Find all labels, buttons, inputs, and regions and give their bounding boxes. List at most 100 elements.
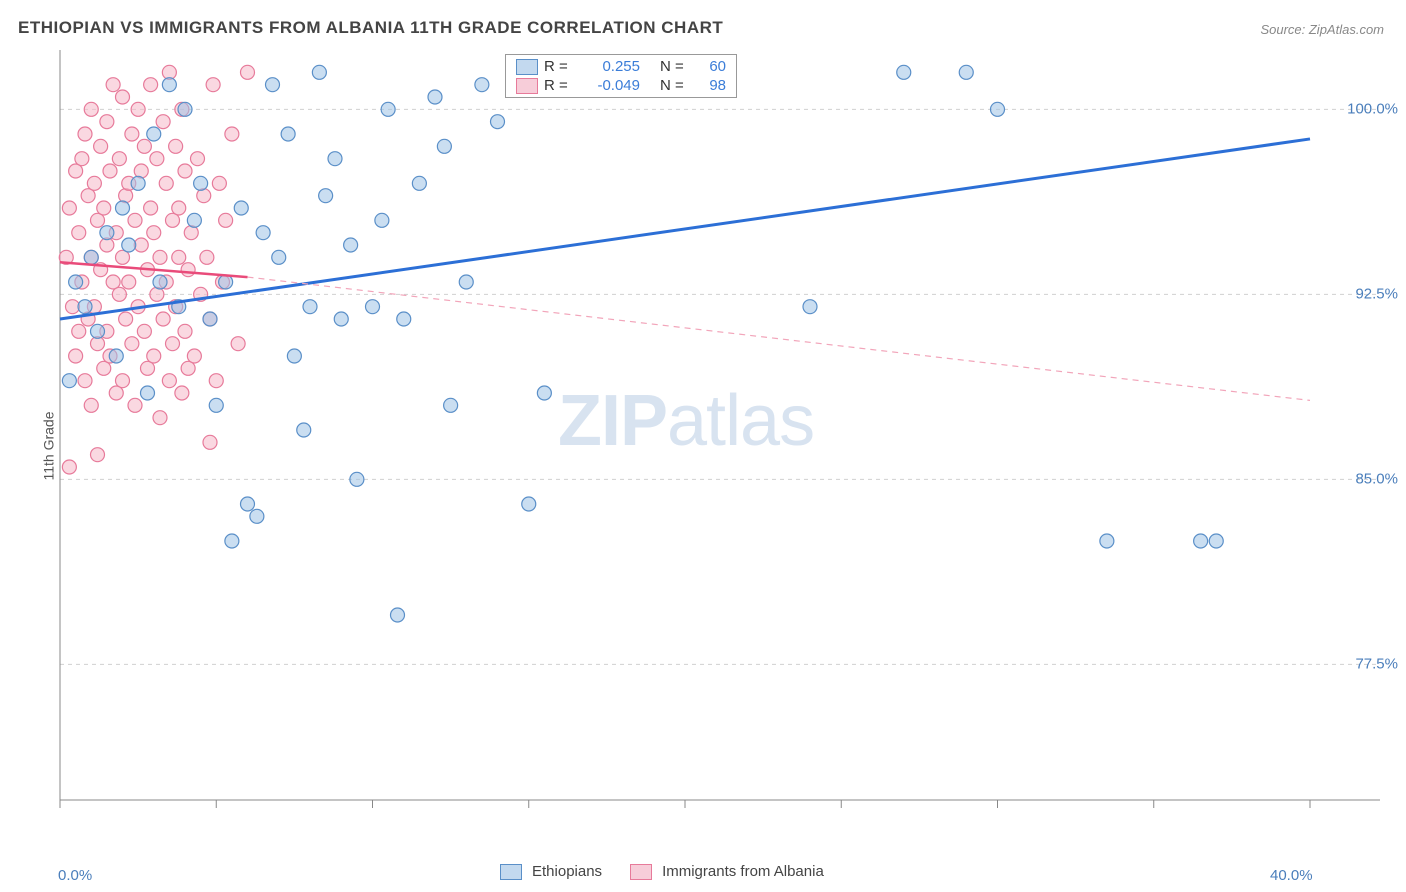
trend-line-blue — [60, 139, 1310, 319]
data-point — [131, 102, 145, 116]
correlation-legend: R =0.255N =60R =-0.049N =98 — [505, 54, 737, 98]
source-label: Source: ZipAtlas.com — [1260, 22, 1384, 37]
data-point — [153, 275, 167, 289]
data-point — [175, 386, 189, 400]
data-point — [281, 127, 295, 141]
data-point — [219, 213, 233, 227]
legend-swatch — [500, 864, 522, 880]
legend-series-label: Ethiopians — [532, 863, 602, 880]
legend-n-value: 98 — [696, 77, 726, 94]
data-point — [153, 411, 167, 425]
data-point — [119, 189, 133, 203]
data-point — [203, 435, 217, 449]
data-point — [366, 300, 380, 314]
data-point — [84, 102, 98, 116]
data-point — [187, 213, 201, 227]
data-point — [78, 300, 92, 314]
data-point — [62, 460, 76, 474]
legend-swatch — [516, 78, 538, 94]
data-point — [147, 226, 161, 240]
data-point — [162, 374, 176, 388]
legend-r-label: R = — [544, 58, 574, 75]
data-point — [991, 102, 1005, 116]
scatter-plot — [50, 50, 1380, 830]
data-point — [272, 250, 286, 264]
data-point — [1209, 534, 1223, 548]
data-point — [103, 164, 117, 178]
data-point — [87, 176, 101, 190]
data-point — [112, 152, 126, 166]
data-point — [78, 374, 92, 388]
legend-r-label: R = — [544, 77, 574, 94]
data-point — [147, 349, 161, 363]
data-point — [194, 176, 208, 190]
data-point — [803, 300, 817, 314]
data-point — [153, 250, 167, 264]
data-point — [178, 324, 192, 338]
data-point — [116, 90, 130, 104]
data-point — [69, 349, 83, 363]
data-point — [319, 189, 333, 203]
data-point — [172, 250, 186, 264]
data-point — [212, 176, 226, 190]
data-point — [475, 78, 489, 92]
data-point — [125, 337, 139, 351]
data-point — [350, 472, 364, 486]
data-point — [459, 275, 473, 289]
data-point — [334, 312, 348, 326]
data-point — [162, 78, 176, 92]
data-point — [187, 349, 201, 363]
data-point — [959, 65, 973, 79]
data-point — [150, 287, 164, 301]
data-point — [150, 152, 164, 166]
data-point — [128, 213, 142, 227]
data-point — [178, 164, 192, 178]
data-point — [84, 398, 98, 412]
data-point — [125, 127, 139, 141]
data-point — [197, 189, 211, 203]
data-point — [444, 398, 458, 412]
y-tick-label: 100.0% — [1347, 101, 1398, 118]
data-point — [1100, 534, 1114, 548]
data-point — [128, 398, 142, 412]
legend-r-value: 0.255 — [580, 58, 640, 75]
y-tick-label: 92.5% — [1355, 286, 1398, 303]
data-point — [297, 423, 311, 437]
data-point — [1194, 534, 1208, 548]
data-point — [91, 448, 105, 462]
data-point — [412, 176, 426, 190]
legend-row: R =-0.049N =98 — [506, 76, 736, 95]
data-point — [84, 250, 98, 264]
legend-series-label: Immigrants from Albania — [662, 863, 824, 880]
data-point — [122, 238, 136, 252]
data-point — [97, 201, 111, 215]
data-point — [100, 226, 114, 240]
y-tick-label: 85.0% — [1355, 471, 1398, 488]
y-tick-label: 77.5% — [1355, 656, 1398, 673]
data-point — [62, 374, 76, 388]
legend-n-label: N = — [660, 58, 690, 75]
data-point — [381, 102, 395, 116]
data-point — [203, 312, 217, 326]
trend-line-pink-extrapolated — [248, 277, 1311, 400]
data-point — [256, 226, 270, 240]
x-tick-label: 0.0% — [58, 867, 92, 884]
data-point — [137, 324, 151, 338]
data-point — [100, 115, 114, 129]
data-point — [91, 324, 105, 338]
data-point — [522, 497, 536, 511]
data-point — [184, 226, 198, 240]
data-point — [206, 78, 220, 92]
data-point — [191, 152, 205, 166]
data-point — [225, 127, 239, 141]
data-point — [134, 238, 148, 252]
data-point — [72, 324, 86, 338]
data-point — [303, 300, 317, 314]
data-point — [537, 386, 551, 400]
data-point — [287, 349, 301, 363]
data-point — [225, 534, 239, 548]
legend-n-label: N = — [660, 77, 690, 94]
data-point — [78, 127, 92, 141]
data-point — [141, 386, 155, 400]
data-point — [106, 78, 120, 92]
